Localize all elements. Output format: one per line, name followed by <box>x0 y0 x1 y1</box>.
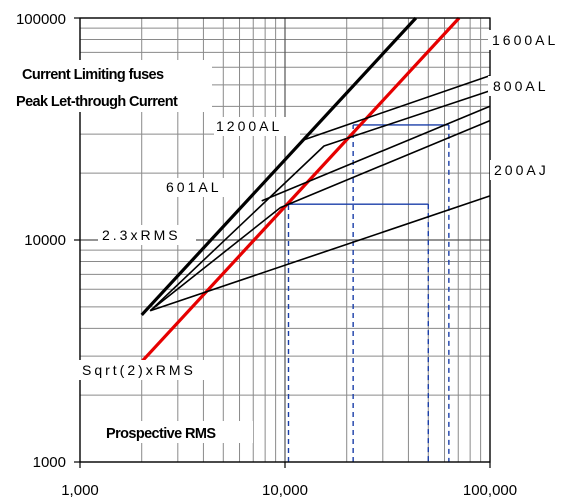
annotation-bg-title <box>14 60 212 112</box>
series-line-1200al <box>149 90 491 312</box>
series-line-2-3xrms <box>140 16 418 316</box>
label-bg-200 <box>490 160 565 180</box>
x-tick-label-2: 100,000 <box>463 482 517 499</box>
label-bg-1200 <box>214 117 300 136</box>
annotation-title-line1: Current Limiting fuses <box>22 67 164 83</box>
label-bg-800 <box>488 76 563 96</box>
curve-label-200aj: 200AJ <box>494 162 549 178</box>
curve-label-1200al: 1200AL <box>216 118 282 134</box>
curve-label-sqrt2xrms: Sqrt(2)xRMS <box>82 362 196 378</box>
tick-labels: 1,000 10,000 100,000 1000 10000 100000 <box>16 11 517 499</box>
label-bg-601 <box>163 178 233 197</box>
y-tick-label-0: 1000 <box>33 454 66 471</box>
curve-label-800al: 800AL <box>493 78 548 94</box>
curve-label-601al: 601AL <box>166 179 221 195</box>
y-tick-label-1: 10000 <box>24 232 66 249</box>
x-tick-label-1: 10,000 <box>262 482 308 499</box>
label-bg-1600 <box>488 30 577 50</box>
annotations: Current Limiting fuses Peak Let-through … <box>14 60 253 443</box>
curve-label-2-3xrms: 2.3xRMS <box>102 227 181 243</box>
series-lines <box>140 16 491 363</box>
label-bg-23 <box>98 225 196 245</box>
guide-lines <box>287 124 450 462</box>
annotation-title-line2: Peak Let-through Current <box>16 94 178 110</box>
y-tick-label-2: 100000 <box>16 11 66 28</box>
curve-label-1600al: 1600AL <box>492 32 558 48</box>
series-line-sqrt-2-xrms <box>140 16 461 363</box>
annotation-bg-rms <box>103 421 253 443</box>
series-line-800al <box>261 105 491 202</box>
series-line-200aj <box>149 195 491 312</box>
curve-labels: 1600AL 800AL 1200AL 200AJ 601AL 2.3xRMS … <box>79 30 577 380</box>
series-line-1600al <box>300 74 491 142</box>
label-bg-sqrt <box>79 360 219 380</box>
plot-frame <box>79 17 491 463</box>
x-tick-label-0: 1,000 <box>61 482 99 499</box>
series-line-601al <box>149 119 491 312</box>
annotation-prospective-rms: Prospective RMS <box>106 426 216 442</box>
